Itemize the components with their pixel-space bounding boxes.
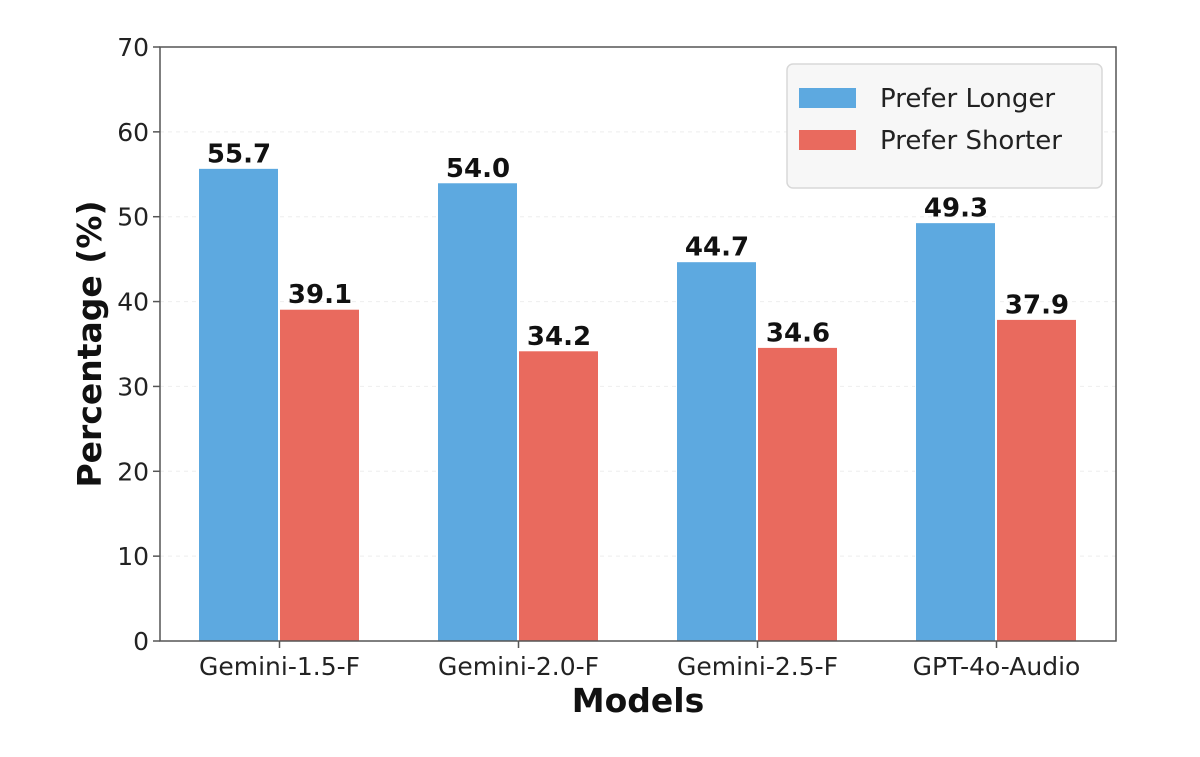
y-tick-label: 40 xyxy=(117,288,149,317)
data-label: 34.2 xyxy=(527,322,591,352)
x-axis-title: Models xyxy=(572,681,704,720)
bar xyxy=(676,261,757,642)
y-tick-label: 20 xyxy=(117,457,149,486)
y-axis-title: Percentage (%) xyxy=(70,200,109,487)
data-label: 49.3 xyxy=(924,194,988,224)
bar xyxy=(437,182,518,642)
bar xyxy=(996,318,1077,642)
x-axis-ticks: Gemini-1.5-F Gemini-2.0-F Gemini-2.5-F GPT-… xyxy=(199,641,1080,681)
bar xyxy=(757,346,838,642)
x-tick-label: Gemini-1.5-F xyxy=(199,652,360,681)
legend: Prefer Longer Prefer Shorter xyxy=(786,63,1103,189)
y-tick-label: 70 xyxy=(117,33,149,62)
data-label: 44.7 xyxy=(685,233,749,263)
y-axis-ticks: 0 10 20 30 40 50 60 70 xyxy=(117,33,160,656)
bar xyxy=(279,308,360,642)
x-tick-label: Gemini-2.5-F xyxy=(677,652,838,681)
legend-label: Prefer Shorter xyxy=(880,126,1062,156)
y-tick-label: 30 xyxy=(117,372,149,401)
bar xyxy=(915,222,996,642)
data-label: 55.7 xyxy=(207,139,271,169)
y-tick-label: 10 xyxy=(117,542,149,571)
bar xyxy=(198,167,279,642)
x-tick-label: Gemini-2.0-F xyxy=(438,652,599,681)
data-label: 39.1 xyxy=(288,280,352,310)
data-label: 34.6 xyxy=(766,318,830,348)
y-tick-label: 50 xyxy=(117,203,149,232)
legend-swatch xyxy=(799,88,856,108)
legend-label: Prefer Longer xyxy=(880,84,1055,114)
legend-box xyxy=(786,63,1103,189)
x-tick-label: GPT-4o-Audio xyxy=(913,652,1081,681)
y-tick-label: 60 xyxy=(117,118,149,147)
data-label: 37.9 xyxy=(1005,290,1069,320)
bar xyxy=(518,350,599,642)
legend-swatch xyxy=(799,130,856,150)
y-tick-label: 0 xyxy=(133,627,149,656)
data-labels: 55.7 39.1 54.0 34.2 44.7 34.6 49.3 37.9 xyxy=(207,139,1069,351)
bars xyxy=(198,167,1077,642)
data-label: 54.0 xyxy=(446,154,510,184)
plot-frame xyxy=(159,46,1117,642)
